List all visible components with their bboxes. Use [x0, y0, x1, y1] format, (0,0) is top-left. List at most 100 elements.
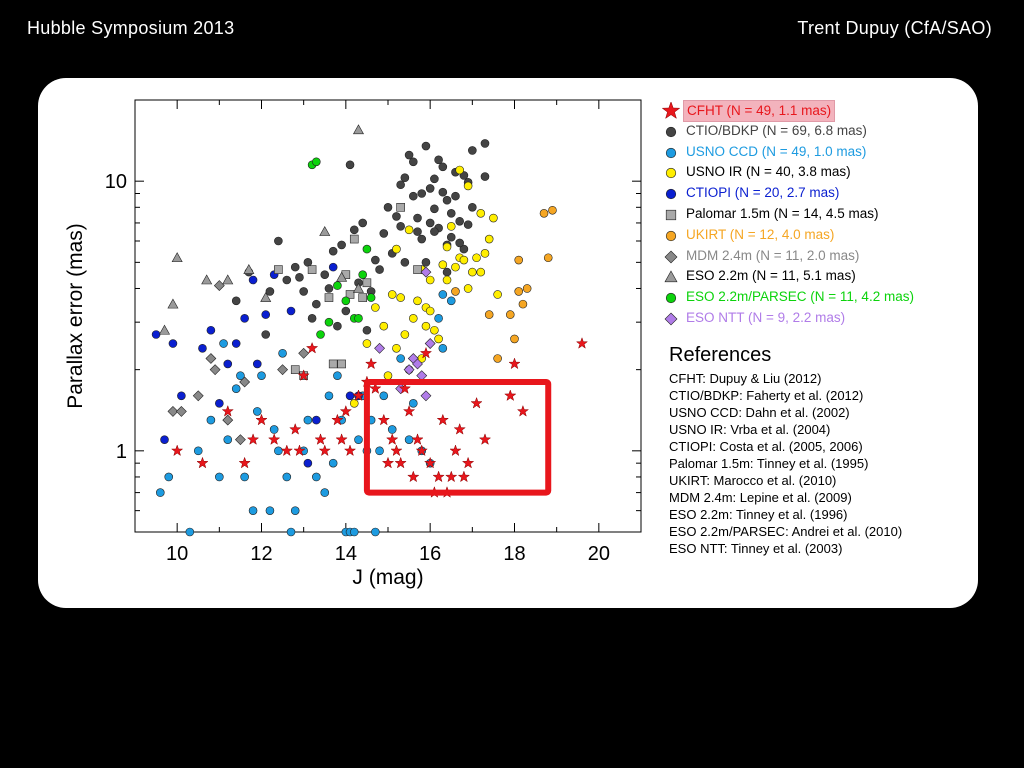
data-point: [345, 160, 355, 170]
legend-marker-circle-icon: [665, 293, 677, 304]
data-point: [383, 203, 393, 212]
data-point: [412, 358, 423, 370]
data-point: [257, 371, 266, 380]
data-point: [362, 244, 372, 254]
data-point: [493, 354, 502, 363]
series-7: [167, 280, 310, 446]
legend-marker-shape: [665, 126, 677, 137]
data-point: [167, 298, 179, 309]
data-point: [436, 413, 450, 426]
reference-item: UKIRT: Marocco et al. (2010): [669, 473, 837, 488]
data-point: [489, 213, 498, 223]
data-point: [320, 270, 330, 279]
data-point: [421, 321, 431, 331]
data-point: [280, 444, 294, 457]
data-point: [390, 444, 403, 457]
data-point: [177, 391, 186, 401]
legend-label: CTIO/BDKP (N = 69, 6.8 mas): [686, 122, 867, 138]
data-point: [425, 275, 435, 285]
y-tick-label: 10: [105, 171, 127, 193]
legend-label: ESO 2.2m/PARSEC (N = 11, 4.2 mas): [686, 289, 914, 305]
data-point: [362, 325, 372, 335]
data-point: [387, 290, 397, 299]
x-axis-label: J (mag): [352, 566, 423, 589]
data-point: [175, 405, 187, 417]
legend-marker-shape: [664, 270, 678, 283]
legend-label: Palomar 1.5m (N = 14, 4.5 mas): [686, 205, 879, 221]
data-point: [206, 415, 216, 425]
header-author: Trent Dupuy (CfA/SAO): [797, 18, 992, 38]
data-point: [369, 382, 382, 394]
data-point: [213, 280, 225, 292]
data-point: [236, 371, 245, 380]
data-point: [170, 444, 184, 457]
legend-marker-circle-icon: [665, 230, 677, 241]
data-point: [240, 314, 249, 323]
data-point: [358, 293, 368, 302]
legend-item: CFHT (N = 49, 1.1 mas): [658, 100, 968, 122]
data-point: [522, 284, 532, 293]
data-point: [248, 275, 258, 285]
data-point: [303, 415, 313, 425]
data-point: [438, 290, 448, 299]
data-point: [364, 357, 378, 370]
data-point: [312, 157, 321, 167]
data-point: [403, 364, 415, 376]
legend-label: ESO 2.2m (N = 11, 5.1 mas): [686, 268, 856, 284]
data-point: [289, 422, 302, 435]
data-point: [463, 220, 473, 229]
data-point: [493, 290, 502, 299]
data-point: [243, 263, 255, 274]
data-point: [518, 299, 528, 309]
data-point: [468, 203, 477, 212]
legend-marker-circle-icon: [665, 147, 677, 158]
data-point: [446, 222, 456, 231]
legend-marker-star-icon: [661, 102, 681, 120]
data-point: [295, 273, 304, 282]
data-point: [336, 271, 348, 282]
data-point: [424, 338, 436, 349]
data-point: [318, 444, 331, 457]
data-point: [261, 310, 271, 319]
data-point: [354, 314, 363, 323]
data-point: [385, 433, 399, 445]
reference-item: MDM 2.4m: Lepine et al. (2009): [669, 490, 852, 505]
data-point: [425, 184, 435, 193]
data-point: [455, 165, 464, 175]
legend-item: CTIOPI (N = 20, 2.7 mas): [658, 183, 968, 204]
data-point: [335, 433, 348, 445]
data-point: [219, 339, 228, 348]
x-tick-label: 16: [419, 543, 441, 565]
data-point: [298, 347, 310, 359]
data-point: [337, 240, 346, 250]
legend-label: MDM 2.4m (N = 11, 2.0 mas): [686, 247, 860, 263]
reference-item: CTIO/BDKP: Faherty et al. (2012): [669, 388, 864, 403]
data-point: [209, 364, 221, 376]
data-point: [371, 527, 380, 537]
data-point: [349, 399, 359, 408]
legend-marker-diamond-icon: [664, 312, 678, 326]
data-point: [392, 244, 401, 254]
data-point: [432, 470, 445, 483]
x-tick-label: 18: [503, 543, 525, 565]
data-point: [314, 433, 327, 445]
data-point: [156, 488, 165, 497]
legend-marker-shape: [665, 230, 677, 241]
data-point: [419, 346, 433, 359]
legend-marker-shape: [665, 293, 677, 304]
data-point: [484, 234, 494, 244]
data-point: [238, 456, 251, 469]
data-point: [392, 212, 401, 221]
legend-item: MDM 2.4m (N = 11, 2.0 mas): [658, 246, 968, 267]
legend-item: ESO NTT (N = 9, 2.2 mas): [658, 308, 968, 329]
legend-label: UKIRT (N = 12, 4.0 mas): [686, 226, 835, 242]
legend-marker-circle-icon: [665, 126, 677, 137]
data-point: [438, 187, 448, 197]
x-tick-label: 12: [250, 543, 272, 565]
data-point: [171, 252, 183, 263]
data-point: [352, 389, 365, 402]
reference-item: ESO 2.2m: Tinney et al. (1996): [669, 507, 848, 522]
data-point: [430, 325, 439, 335]
series-10: [374, 266, 436, 402]
data-point: [215, 399, 224, 408]
